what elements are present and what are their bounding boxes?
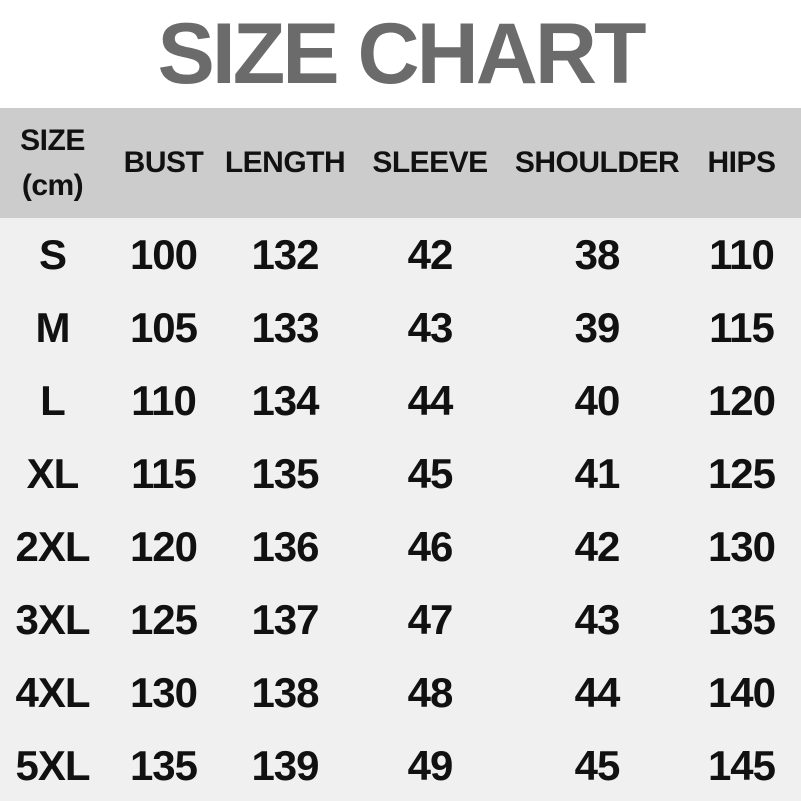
measurement-value: 130: [129, 668, 198, 716]
measurement-value: 44: [574, 668, 621, 716]
size-label: 3XL: [15, 595, 90, 643]
measurement-value: 42: [574, 522, 621, 570]
measurement-value: 139: [251, 741, 319, 789]
size-label: 4XL: [15, 668, 90, 716]
measurement-value: 145: [707, 741, 776, 789]
measurement-value: 135: [251, 449, 319, 497]
measurement-value: 42: [407, 230, 454, 278]
measurement-value: 45: [574, 741, 621, 789]
column-header-length: LENGTH: [224, 146, 346, 179]
measurement-value: 48: [407, 668, 454, 716]
measurement-value: 135: [129, 741, 198, 789]
table-row: L 110 134 44 40 120: [0, 364, 801, 437]
table-row: S 100 132 42 38 110: [0, 218, 801, 291]
measurement-value: 120: [707, 376, 776, 424]
measurement-value: 125: [707, 449, 776, 497]
size-label: L: [40, 376, 66, 424]
measurement-value: 44: [407, 376, 454, 424]
table-row: M 105 133 43 39 115: [0, 291, 801, 364]
measurement-value: 134: [251, 376, 319, 424]
measurement-value: 137: [251, 595, 319, 643]
measurement-value: 135: [707, 595, 776, 643]
size-chart-table: SIZE (cm) BUST LENGTH SLEEVE SHOULDER HI…: [0, 108, 801, 801]
header-row: SIZE (cm) BUST LENGTH SLEEVE SHOULDER HI…: [0, 108, 801, 218]
measurement-value: 38: [574, 230, 621, 278]
measurement-value: 110: [709, 230, 775, 278]
size-label: M: [35, 303, 71, 351]
title-bar: SIZE CHART: [0, 0, 801, 108]
size-label: S: [38, 230, 67, 278]
table-row: 3XL 125 137 47 43 135: [0, 583, 801, 656]
page-title: SIZE CHART: [157, 6, 647, 102]
measurement-value: 43: [574, 595, 621, 643]
measurement-value: 47: [407, 595, 454, 643]
size-label: 2XL: [15, 522, 90, 570]
measurement-value: 115: [131, 449, 197, 497]
measurement-value: 39: [574, 303, 621, 351]
table-row: 4XL 130 138 48 44 140: [0, 656, 801, 729]
size-label: 5XL: [15, 741, 90, 789]
measurement-value: 140: [707, 668, 776, 716]
table-row: 5XL 135 139 49 45 145: [0, 729, 801, 801]
measurement-value: 136: [251, 522, 319, 570]
measurement-value: 41: [574, 449, 621, 497]
measurement-value: 100: [129, 230, 198, 278]
table-row: 2XL 120 136 46 42 130: [0, 510, 801, 583]
column-header-bust: BUST: [123, 146, 204, 179]
size-header-line1: SIZE: [20, 124, 85, 157]
table-row: XL 115 135 45 41 125: [0, 437, 801, 510]
size-label: XL: [26, 449, 80, 497]
measurement-value: 105: [129, 303, 198, 351]
measurement-value: 45: [407, 449, 454, 497]
measurement-value: 40: [574, 376, 621, 424]
table-header: SIZE (cm) BUST LENGTH SLEEVE SHOULDER HI…: [0, 108, 801, 218]
size-header-line2: (cm): [21, 169, 84, 202]
measurement-value: 130: [707, 522, 776, 570]
measurement-value: 49: [407, 741, 454, 789]
measurement-value: 125: [129, 595, 198, 643]
column-header-size: SIZE (cm): [0, 108, 105, 218]
measurement-value: 138: [251, 668, 319, 716]
size-table-body: S 100 132 42 38 110 M 105 133 43 39 115 L 110 134 44 40 1…: [0, 218, 801, 801]
column-header-shoulder: SHOULDER: [514, 146, 680, 179]
measurement-value: 43: [407, 303, 454, 351]
column-header-sleeve: SLEEVE: [372, 146, 488, 179]
measurement-value: 110: [131, 376, 197, 424]
measurement-value: 120: [129, 522, 198, 570]
measurement-value: 132: [251, 230, 319, 278]
measurement-value: 115: [709, 303, 775, 351]
column-header-hips: HIPS: [707, 146, 776, 179]
measurement-value: 133: [251, 303, 319, 351]
measurement-value: 46: [407, 522, 454, 570]
